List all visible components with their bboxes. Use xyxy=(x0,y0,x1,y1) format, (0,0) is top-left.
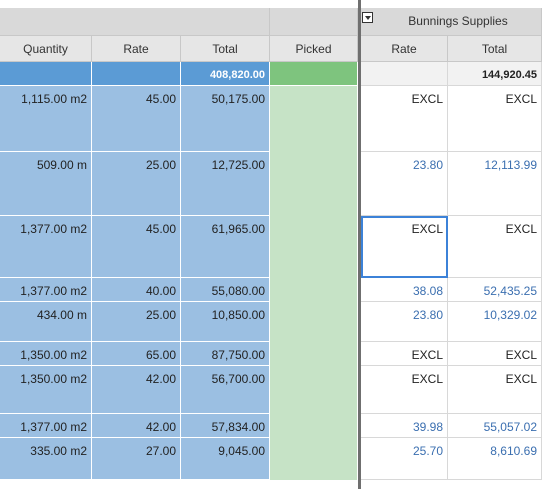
supplier-rate-cell[interactable]: 23.80 xyxy=(361,302,448,342)
total-cell[interactable]: 87,750.00 xyxy=(181,342,270,366)
quantity-cell[interactable]: 434.00 m xyxy=(0,302,92,342)
picked-cell[interactable] xyxy=(270,438,358,480)
total-cell[interactable]: 57,834.00 xyxy=(181,414,270,438)
quantity-cell[interactable]: 1,115.00 m2 xyxy=(0,86,92,152)
total-cell[interactable]: 50,175.00 xyxy=(181,86,270,152)
picked-cell[interactable] xyxy=(270,86,358,152)
supplier-total-cell[interactable]: 55,057.02 xyxy=(448,414,542,438)
supplier-rate-cell[interactable]: EXCL xyxy=(361,86,448,152)
picked-cell[interactable] xyxy=(270,278,358,302)
quantity-cell[interactable]: 1,350.00 m2 xyxy=(0,366,92,414)
totals-picked xyxy=(270,62,358,86)
supplier-total-cell[interactable]: 10,329.02 xyxy=(448,302,542,342)
column-header-quantity[interactable]: Quantity xyxy=(0,36,92,62)
supplier-rate-cell[interactable]: EXCL xyxy=(361,342,448,366)
supplier-rate-cell[interactable]: 23.80 xyxy=(361,152,448,216)
column-header-total[interactable]: Total xyxy=(181,36,270,62)
quantity-cell[interactable]: 509.00 m xyxy=(0,152,92,216)
quantity-cell[interactable]: 1,377.00 m2 xyxy=(0,414,92,438)
totals-total: 408,820.00 xyxy=(181,62,270,86)
rate-cell[interactable]: 45.00 xyxy=(92,86,181,152)
picked-cell[interactable] xyxy=(270,342,358,366)
picked-cell[interactable] xyxy=(270,366,358,414)
rate-cell[interactable]: 65.00 xyxy=(92,342,181,366)
picked-cell[interactable] xyxy=(270,302,358,342)
total-cell[interactable]: 56,700.00 xyxy=(181,366,270,414)
picked-cell[interactable] xyxy=(270,414,358,438)
supplier-rate-cell[interactable]: 39.98 xyxy=(361,414,448,438)
supplier-total-cell[interactable]: EXCL xyxy=(448,366,542,414)
collapse-group-icon[interactable] xyxy=(362,12,373,23)
supplier-rate-cell[interactable]: 25.70 xyxy=(361,438,448,480)
total-cell[interactable]: 55,080.00 xyxy=(181,278,270,302)
supplier-group-header[interactable]: Bunnings Supplies xyxy=(361,8,542,36)
rate-cell[interactable]: 42.00 xyxy=(92,366,181,414)
quantity-cell[interactable]: 335.00 m2 xyxy=(0,438,92,480)
totals-quantity xyxy=(0,62,92,86)
rate-cell[interactable]: 42.00 xyxy=(92,414,181,438)
column-header-rate[interactable]: Rate xyxy=(92,36,181,62)
supplier-total-cell[interactable]: EXCL xyxy=(448,86,542,152)
rate-cell[interactable]: 25.00 xyxy=(92,152,181,216)
supplier-total-cell[interactable]: 52,435.25 xyxy=(448,278,542,302)
total-cell[interactable]: 10,850.00 xyxy=(181,302,270,342)
supplier-total-cell[interactable]: 8,610.69 xyxy=(448,438,542,480)
column-header-supplier-total[interactable]: Total xyxy=(448,36,542,62)
supplier-rate-cell[interactable]: 38.08 xyxy=(361,278,448,302)
supplier-rate-cell[interactable]: EXCL xyxy=(361,216,448,278)
totals-supplier-total: 144,920.45 xyxy=(448,62,542,86)
quantity-cell[interactable]: 1,377.00 m2 xyxy=(0,216,92,278)
total-cell[interactable]: 12,725.00 xyxy=(181,152,270,216)
rate-cell[interactable]: 27.00 xyxy=(92,438,181,480)
frozen-pane-divider xyxy=(358,0,361,489)
quantity-cell[interactable]: 1,350.00 m2 xyxy=(0,342,92,366)
column-header-picked[interactable]: Picked xyxy=(270,36,358,62)
picked-cell[interactable] xyxy=(270,216,358,278)
rate-cell[interactable]: 40.00 xyxy=(92,278,181,302)
group-header-spacer-picked xyxy=(270,8,358,36)
column-header-supplier-rate[interactable]: Rate xyxy=(361,36,448,62)
supplier-total-cell[interactable]: 12,113.99 xyxy=(448,152,542,216)
picked-cell[interactable] xyxy=(270,152,358,216)
supplier-rate-cell[interactable]: EXCL xyxy=(361,366,448,414)
total-cell[interactable]: 61,965.00 xyxy=(181,216,270,278)
rate-cell[interactable]: 45.00 xyxy=(92,216,181,278)
total-cell[interactable]: 9,045.00 xyxy=(181,438,270,480)
rate-cell[interactable]: 25.00 xyxy=(92,302,181,342)
supplier-group-title: Bunnings Supplies xyxy=(408,14,508,28)
totals-supplier-rate xyxy=(361,62,448,86)
quantity-cell[interactable]: 1,377.00 m2 xyxy=(0,278,92,302)
supplier-total-cell[interactable]: EXCL xyxy=(448,216,542,278)
group-header-spacer xyxy=(0,8,270,36)
supplier-total-cell[interactable]: EXCL xyxy=(448,342,542,366)
totals-rate xyxy=(92,62,181,86)
